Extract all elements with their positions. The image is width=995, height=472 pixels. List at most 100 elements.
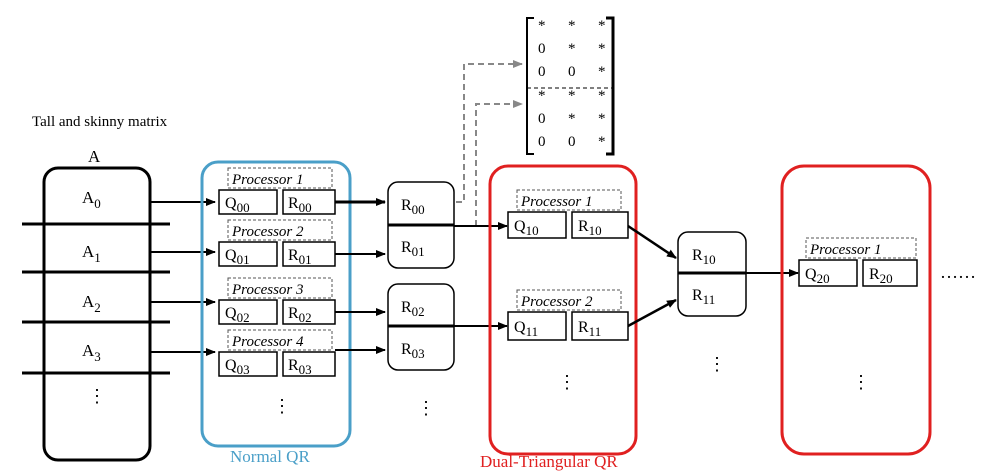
r-factor: R03 — [288, 357, 312, 377]
stacked-triangular-matrix: * * * 0 * * 0 0 * * * * 0 * * 0 0 * — [526, 16, 615, 156]
processor-label-box — [516, 289, 622, 311]
q-box — [218, 299, 278, 325]
q-box — [218, 351, 278, 377]
continuation-ellipsis: …… — [940, 262, 976, 282]
processor-label-box — [227, 277, 333, 299]
matrix-a-outline — [42, 166, 152, 462]
processor-name: Processor 2 — [231, 224, 304, 240]
normal-qr-label: Normal QR — [230, 447, 310, 466]
normal-qr-processor-3: Processor 3 Q02 R02 — [218, 277, 336, 325]
r-box — [571, 211, 629, 239]
block-a2: A2 — [82, 292, 101, 315]
matrix-cell: 0 — [538, 134, 546, 150]
r-pair-top: R02 — [401, 299, 425, 319]
r-pair-bottom: R03 — [401, 341, 425, 361]
matrix-cells: * * * 0 * * 0 0 * * * * 0 * * 0 0 * — [538, 18, 606, 150]
r-factor: R01 — [288, 247, 312, 267]
matrix-cell: 0 — [538, 111, 546, 127]
r-pair-top: R00 — [401, 197, 425, 217]
arrow-r11 — [627, 298, 677, 328]
processor-label-box — [227, 329, 333, 351]
arrow-r10 — [627, 224, 677, 260]
processor-name: Processor 2 — [520, 294, 593, 310]
normal-qr-processor-4: Processor 4 Q03 R03 — [218, 329, 336, 377]
q-box — [798, 259, 858, 287]
r-pairs-ellipsis: ⋮ — [417, 398, 435, 418]
dashed-arrow-r00-to-matrix — [456, 60, 523, 203]
r-pair-bottom: R11 — [692, 287, 715, 307]
r-pair-2-ellipsis: ⋮ — [708, 354, 726, 374]
r-pair-top: R10 — [692, 247, 716, 267]
matrix-cell: * — [538, 88, 546, 104]
matrix-cell: * — [568, 88, 576, 104]
matrix-cell: * — [598, 111, 606, 127]
matrix-a-ellipsis: ⋮ — [88, 386, 106, 406]
r-factor: R02 — [288, 305, 312, 325]
third-stage-ellipsis: ⋮ — [852, 372, 870, 392]
matrix-cell: * — [568, 111, 576, 127]
q-box — [218, 241, 278, 267]
r-factor: R00 — [288, 195, 312, 215]
r-box — [282, 351, 336, 377]
diagram-caption: Tall and skinny matrix — [32, 114, 168, 130]
r-factor: R10 — [578, 218, 602, 238]
matrix-cell: * — [538, 18, 546, 34]
dual-qr-processor-1: Processor 1 Q10 R10 — [507, 189, 629, 239]
q-factor: Q11 — [514, 319, 538, 339]
block-a3: A3 — [82, 341, 101, 364]
block-a0: A0 — [82, 188, 101, 211]
processor-label-box — [227, 219, 333, 241]
matrix-left-bracket — [526, 17, 534, 155]
processor-label-box — [227, 167, 333, 189]
matrix-cell: * — [598, 41, 606, 57]
normal-qr-container — [200, 160, 352, 448]
r-pair-10-11: R10 R11 — [677, 231, 747, 317]
dual-qr-label: Dual-Triangular QR — [480, 452, 618, 471]
normal-qr-processor-2: Processor 2 Q01 R01 — [218, 219, 336, 267]
processor-name: Processor 3 — [231, 282, 304, 298]
r-pair-02-03: R02 R03 — [387, 283, 455, 371]
dual-qr-processor-2: Processor 2 Q11 R11 — [507, 289, 629, 341]
matrix-label: A — [88, 147, 101, 166]
processor-label-box — [805, 237, 917, 259]
third-stage-processor-1: Processor 1 Q20 R20 — [798, 237, 918, 287]
matrix-cell: 0 — [568, 134, 576, 150]
q-factor: Q03 — [225, 357, 250, 377]
normal-qr-processor-1: Processor 1 Q00 R00 — [218, 167, 336, 215]
r-factor: R11 — [578, 319, 601, 339]
r-factor: R20 — [869, 266, 893, 286]
r-box — [862, 259, 918, 287]
q-factor: Q02 — [225, 305, 250, 325]
matrix-a: A0 A1 A2 A3 ⋮ — [22, 166, 170, 462]
processor-name: Processor 4 — [231, 334, 304, 350]
matrix-cell: * — [568, 41, 576, 57]
matrix-cell: * — [598, 88, 606, 104]
q-factor: Q10 — [514, 218, 539, 238]
processor-label-box — [516, 189, 622, 211]
matrix-cell: * — [568, 18, 576, 34]
matrix-cell: 0 — [538, 41, 546, 57]
q-factor: Q20 — [805, 266, 830, 286]
matrix-cell: 0 — [538, 64, 546, 80]
matrix-cell: 0 — [568, 64, 576, 80]
q-box — [507, 211, 567, 239]
q-factor: Q00 — [225, 195, 250, 215]
r-pair-00-01: R00 R01 — [387, 181, 455, 269]
dual-qr-container — [488, 164, 638, 456]
q-box — [218, 189, 278, 215]
q-box — [507, 311, 567, 341]
block-a1: A1 — [82, 242, 101, 265]
third-stage-container — [780, 164, 932, 456]
processor-name: Processor 1 — [231, 172, 304, 188]
processor-name: Processor 1 — [520, 194, 593, 210]
dual-qr-ellipsis: ⋮ — [558, 372, 576, 392]
r-box — [282, 241, 336, 267]
matrix-cell: * — [598, 18, 606, 34]
normal-qr-ellipsis: ⋮ — [273, 396, 291, 416]
q-factor: Q01 — [225, 247, 250, 267]
r-box — [282, 189, 336, 215]
processor-name: Processor 1 — [809, 242, 882, 258]
matrix-cell: * — [598, 64, 606, 80]
matrix-right-bracket — [606, 16, 615, 156]
